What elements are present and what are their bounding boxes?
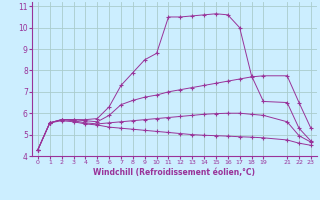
X-axis label: Windchill (Refroidissement éolien,°C): Windchill (Refroidissement éolien,°C) [93, 168, 255, 177]
